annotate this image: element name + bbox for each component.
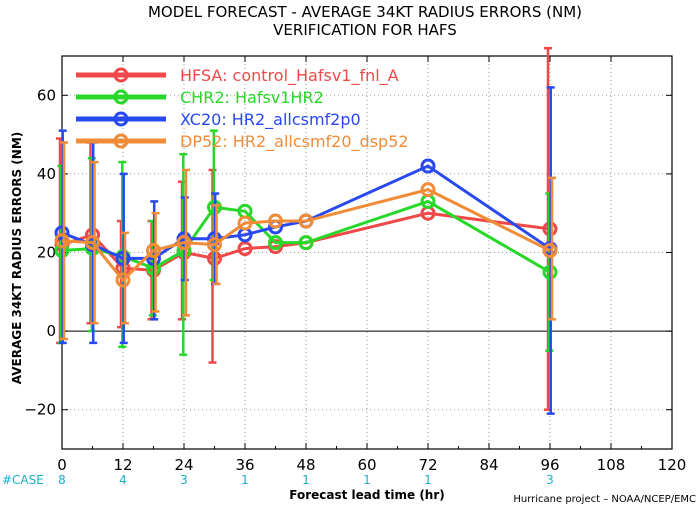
axis-layer: 0 12 24 36 48 60 72 84 96 108 120 −20 0 20 40 60 [24,55,687,474]
series-layer [54,46,558,415]
x-tick-label: 0 [57,456,67,474]
legend-marker [113,133,129,149]
legend-item-hfsa: HFSA: control_Hafsv1_fnl_A [76,66,399,86]
y-tick-label: 20 [37,244,56,262]
case-count: 1 [424,473,432,487]
legend-label: DP52: HR2_allcsmf20_dsp52 [180,132,409,152]
case-count: 3 [546,473,554,487]
data-point [237,241,253,257]
case-count: 1 [363,473,371,487]
data-point [420,182,436,198]
x-axis-label: Forecast lead time (hr) [289,488,445,502]
x-tick-label: 72 [418,456,437,474]
series-dp52 [54,141,558,341]
data-point [542,243,558,259]
legend-item-xc20: XC20: HR2_allcsmf2p0 [76,110,361,130]
data-point [115,250,131,266]
x-tick-label: 120 [658,456,687,474]
data-point [207,237,222,253]
legend-marker [113,89,129,105]
y-tick-label: 0 [46,322,56,340]
x-tick-label: 108 [597,456,626,474]
data-point [85,235,100,251]
legend-item-chr2: CHR2: Hafsv1HR2 [76,88,324,107]
data-point [298,235,314,251]
data-point [176,235,192,251]
legend-label: CHR2: Hafsv1HR2 [180,88,324,107]
legend-item-dp52: DP52: HR2_allcsmf20_dsp52 [76,132,409,152]
x-tick-label: 60 [357,456,376,474]
legend-marker [113,111,129,127]
chart-subtitle: VERIFICATION FOR HAFS [273,21,457,39]
y-tick-label: 40 [37,165,56,183]
x-tick-label: 12 [113,456,132,474]
data-point [146,243,161,259]
case-count: 4 [119,473,127,487]
case-count: 1 [302,473,310,487]
y-axis-label: AVERAGE 34KT RADIUS ERRORS (NM) [10,132,24,384]
data-point [268,213,283,229]
data-point [54,225,70,241]
case-count: 8 [58,473,66,487]
legend-marker [113,67,129,83]
case-count: 1 [241,473,249,487]
y-tick-label: −20 [24,401,56,419]
data-point [237,215,253,231]
x-tick-label: 48 [296,456,315,474]
case-label: #CASE [2,473,44,487]
credit-text: Hurricane project – NOAA/NCEP/EMC [513,494,696,505]
data-point [298,213,314,229]
legend: HFSA: control_Hafsv1_fnl_A CHR2: Hafsv1HR… [76,66,409,152]
data-point [115,272,131,288]
x-tick-label: 24 [174,456,193,474]
chart-title: MODEL FORECAST - AVERAGE 34KT RADIUS ERR… [148,3,582,21]
legend-label: HFSA: control_Hafsv1_fnl_A [180,66,399,86]
x-tick-label: 84 [479,456,498,474]
data-point [54,233,70,249]
x-tick-label: 96 [540,456,559,474]
case-counts: 8 4 3 1 1 1 1 3 [58,473,554,487]
legend-label: XC20: HR2_allcsmf2p0 [180,110,361,130]
data-point [268,235,283,251]
data-point [420,158,436,174]
y-tick-label: 60 [37,86,56,104]
case-count: 3 [180,473,188,487]
x-tick-label: 36 [235,456,254,474]
series-line [61,188,551,283]
